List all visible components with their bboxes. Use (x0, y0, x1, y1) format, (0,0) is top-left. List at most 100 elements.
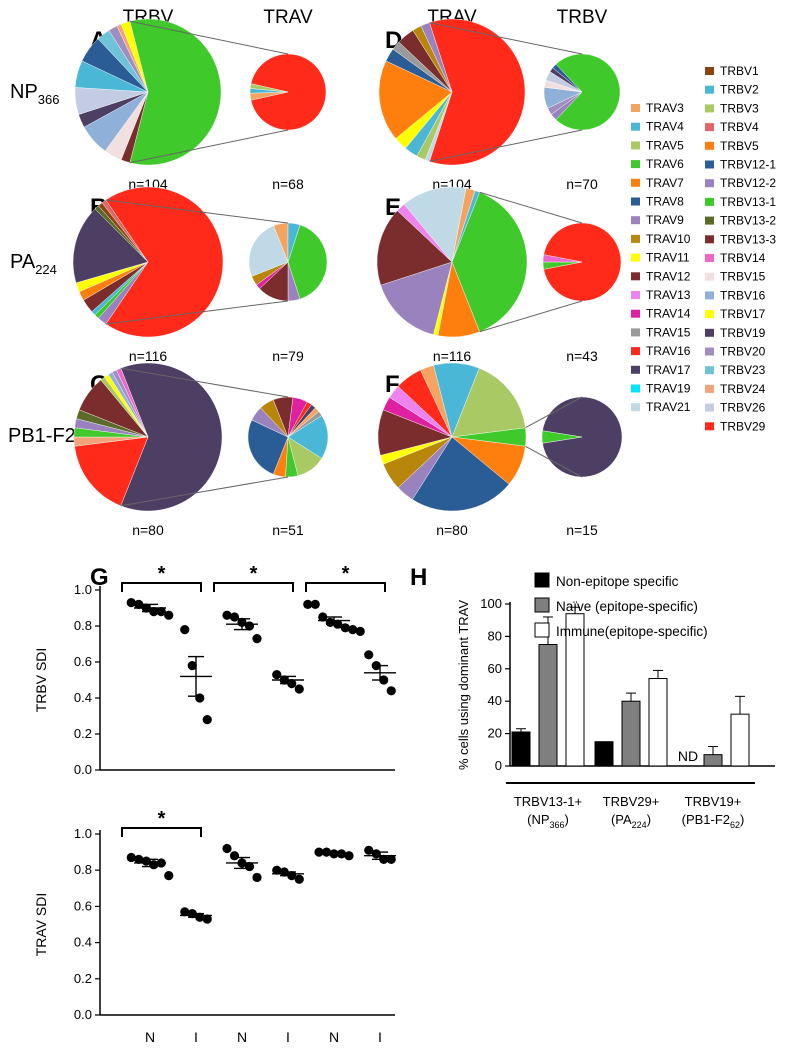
data-point (222, 843, 232, 854)
scatter-plot-trbv: 0.0 0.2 0.4 0.6 0.8 1.0 TRBV SDI * * * (33, 563, 396, 777)
y-tick-label: 1.0 (74, 826, 92, 841)
data-point (180, 907, 190, 917)
pie-slice-trbv12-1 (552, 64, 583, 93)
legend-swatch-trav12 (631, 272, 640, 281)
n-label: n=116 (129, 348, 167, 364)
legend-swatch-trbv13-2 (705, 216, 714, 225)
pie-e-subset (542, 222, 622, 302)
legend-label-trav15: TRAV15 (646, 325, 691, 339)
n-label: n=80 (436, 522, 468, 538)
legend-swatch-trav3 (631, 104, 640, 112)
legend-label-trbv5: TRBV5 (720, 139, 759, 153)
pie-slice-trav15 (287, 411, 323, 438)
data-point (134, 854, 144, 864)
data-point (310, 599, 320, 610)
data-point (134, 599, 144, 610)
legend-label-trav5: TRAV5 (646, 138, 684, 152)
legend-label-trav8: TRAV8 (646, 195, 684, 209)
legend-label-trav9: TRAV9 (646, 213, 684, 227)
pie-b-subset (248, 222, 328, 302)
bar-immune (730, 713, 750, 767)
legend-swatch-trbv16 (705, 291, 714, 300)
legend-swatch-trav21 (631, 403, 640, 412)
data-point (229, 612, 240, 622)
category-paren-open: (NP (527, 812, 549, 827)
bar-immune (648, 678, 668, 767)
connector-line (120, 476, 289, 507)
panel-letter-h: H (410, 564, 427, 591)
legend-label-trav10: TRAV10 (646, 232, 691, 246)
pie-slice-trav7 (378, 60, 453, 139)
pie-slice-trav4 (287, 415, 329, 459)
legend-swatch-trbv3 (705, 104, 714, 113)
x-tick-label: N (329, 1029, 339, 1045)
data-point (272, 670, 282, 680)
pie-slice-trav9 (420, 22, 453, 93)
legend-label-trbv15: TRBV15 (720, 270, 766, 284)
y-tick-label: 80 (488, 628, 502, 643)
connector-line (479, 191, 583, 224)
bar-legend-swatch (534, 572, 550, 588)
pie-d-main (378, 18, 526, 166)
x-tick-label: I (378, 1029, 382, 1045)
legend-swatch-trbv19 (705, 328, 714, 337)
bar-legend-swatch (534, 622, 550, 638)
significance-bracket (121, 582, 202, 592)
data-point (222, 610, 232, 620)
x-tick-label: N (237, 1029, 247, 1045)
legend-swatch-trbv26 (705, 403, 714, 412)
y-tick-label: 60 (488, 661, 502, 676)
data-point (187, 661, 197, 671)
category-paren-open: (PA (611, 812, 632, 827)
n-label: n=51 (272, 522, 304, 538)
category-label: TRBV13-1+ (514, 794, 582, 809)
n-label: n=43 (566, 348, 598, 364)
pie-slice-trav12 (376, 210, 453, 286)
y-tick-label: 20 (488, 726, 502, 741)
n-label: n=15 (566, 522, 598, 538)
pie-slice-trav9 (380, 261, 453, 335)
data-point (164, 610, 174, 620)
bar-naive (621, 700, 641, 767)
header-right-trbv: TRBV (557, 7, 608, 28)
legend-label-trav3: TRAV3 (646, 101, 684, 115)
pie-d-connectors (429, 22, 583, 162)
pie-slice-trbv13-1 (541, 430, 583, 444)
legend-label-trbv12-1: TRBV12-1 (720, 158, 776, 172)
n-label: n=80 (132, 522, 164, 538)
legend-swatch-trav9 (631, 216, 640, 225)
pie-slice-trbv13-1 (555, 53, 621, 131)
pie-f-main (377, 362, 527, 512)
n-label: n=70 (566, 176, 598, 192)
pie-slice-trav6 (287, 224, 328, 300)
pie-a-connectors (129, 20, 289, 164)
legend-label-trav7: TRAV7 (646, 176, 684, 190)
legend-swatch-trbv2 (705, 85, 714, 94)
connector-line (525, 445, 583, 478)
y-tick-label: 0.4 (74, 935, 92, 950)
category-label: TRBV29+ (603, 794, 660, 809)
legend-label-trbv24: TRBV24 (720, 382, 766, 396)
legend-label-trbv29: TRBV29 (720, 419, 766, 433)
y-tick-label: 40 (488, 693, 502, 708)
legend-swatch-trav7 (631, 178, 640, 187)
legend-label-trav11: TRAV11 (646, 251, 690, 265)
data-point (348, 625, 358, 635)
legend-label-trbv1: TRBV1 (720, 64, 759, 78)
legend-swatch-trav19 (631, 384, 640, 393)
pie-slice-trbv13-1 (129, 18, 222, 166)
y-tick-label: 0 (495, 758, 502, 773)
legend-label-trbv20: TRBV20 (720, 345, 766, 359)
data-point (126, 852, 136, 863)
legend-label-trav14: TRAV14 (646, 307, 691, 321)
pie-slice-trbv29 (543, 222, 622, 302)
connector-line (105, 199, 289, 224)
data-point (180, 625, 190, 635)
x-tick-label: N (145, 1029, 155, 1045)
legend-label-trbv3: TRBV3 (720, 101, 759, 115)
connector-line (479, 300, 583, 333)
data-point (202, 715, 212, 725)
data-point (340, 623, 350, 633)
legend-label-trbv13-2: TRBV13-2 (720, 214, 776, 228)
